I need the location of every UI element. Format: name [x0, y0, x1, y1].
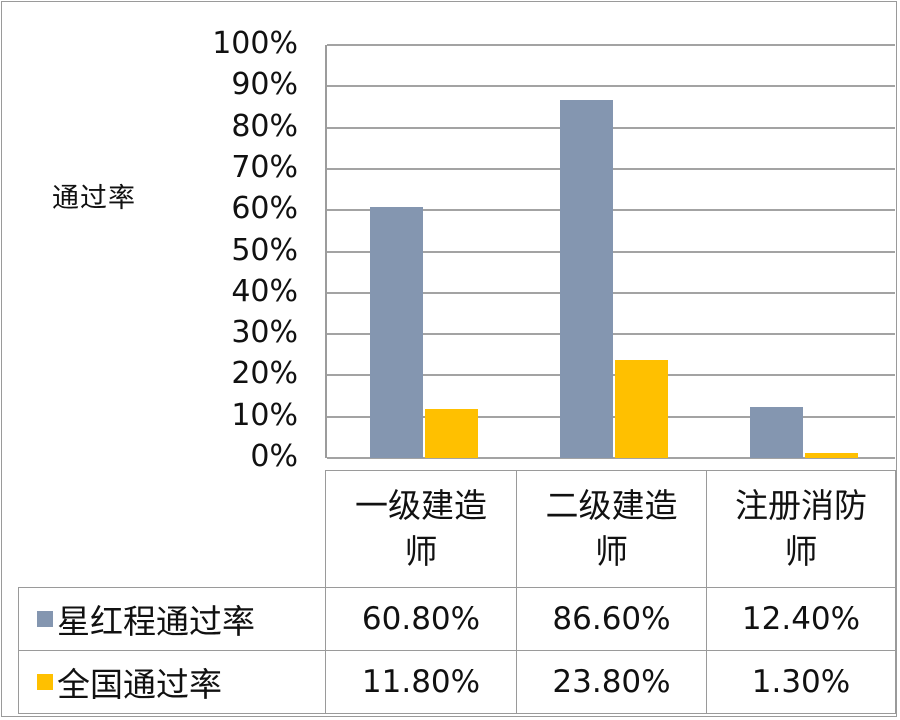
y-tick-label: 10% — [231, 397, 298, 433]
category-header-text: 师 — [784, 532, 818, 571]
data-cell: 86.60% — [516, 587, 707, 651]
legend-row-label: 全国通过率 — [18, 650, 326, 714]
bar-xinghongcheng-1 — [370, 206, 423, 458]
data-cell: 23.80% — [516, 650, 707, 714]
y-tick-label: 50% — [231, 232, 298, 268]
legend-row-label: 星红程通过率 — [18, 587, 326, 651]
y-tick-label: 30% — [231, 315, 298, 351]
category-header-text: 一级建造 — [355, 486, 487, 525]
legend-swatch-icon — [37, 611, 53, 627]
data-cell-value: 12.40% — [741, 601, 861, 637]
data-cell: 1.30% — [706, 650, 896, 714]
bar-national-2 — [615, 359, 668, 458]
y-tick-label: 40% — [231, 273, 298, 309]
legend-swatch-icon — [37, 674, 53, 690]
plot-area — [325, 44, 895, 459]
bar-xinghongcheng-3 — [750, 406, 803, 458]
gridline — [327, 457, 895, 459]
y-tick-label: 20% — [231, 356, 298, 392]
data-cell: 11.80% — [325, 650, 517, 714]
series-name: 全国通过率 — [57, 665, 222, 704]
y-tick-label: 70% — [231, 149, 298, 185]
data-cell-value: 60.80% — [361, 601, 481, 637]
series-name: 星红程通过率 — [57, 602, 255, 641]
data-cell: 12.40% — [706, 587, 896, 651]
data-cell-value: 23.80% — [552, 664, 671, 700]
bar-national-1 — [425, 409, 478, 458]
y-tick-label: 60% — [231, 191, 298, 227]
category-header-text: 二级建造 — [545, 486, 678, 525]
y-tick-label: 0% — [250, 439, 298, 474]
y-tick-label: 90% — [231, 67, 298, 103]
category-header: 一级建造师 — [325, 470, 517, 588]
y-axis-title: 通过率 — [52, 183, 136, 214]
gridline — [327, 44, 895, 46]
gridline — [327, 85, 895, 88]
category-header-text: 师 — [404, 532, 438, 571]
data-cell-value: 86.60% — [552, 601, 671, 637]
bar-national-3 — [805, 452, 858, 458]
data-cell-value: 1.30% — [751, 664, 851, 700]
y-tick-label: 80% — [231, 108, 298, 144]
data-cell-value: 11.80% — [361, 664, 481, 700]
category-header-text: 师 — [595, 532, 628, 571]
bar-xinghongcheng-2 — [560, 100, 613, 458]
category-header-text: 注册消防 — [735, 486, 867, 525]
data-cell: 60.80% — [325, 587, 517, 651]
y-tick-label: 100% — [212, 26, 298, 61]
category-header: 二级建造师 — [516, 470, 707, 588]
category-header: 注册消防师 — [706, 470, 896, 588]
